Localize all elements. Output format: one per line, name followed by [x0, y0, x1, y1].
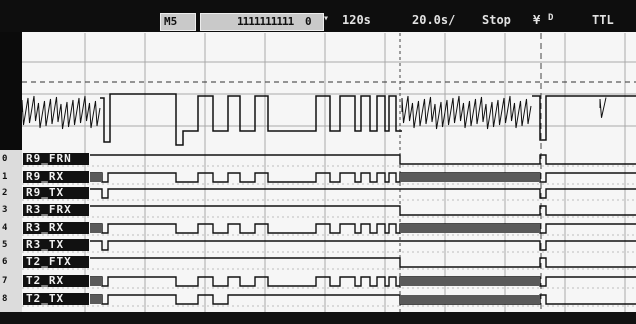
channel-number: 8 [2, 294, 8, 304]
channel-name: T2_FTX [23, 256, 89, 268]
digital-burst-left [90, 277, 102, 286]
channel-number: 2 [2, 188, 8, 198]
digital-trace [90, 154, 636, 165]
channel-name: R3_RX [23, 222, 89, 234]
trigger-marker-icon: ▾ [323, 13, 330, 24]
digital-burst-middle [400, 295, 540, 304]
trigger-source[interactable]: D [548, 13, 554, 23]
channel-name: T2_TX [23, 293, 89, 305]
marker-tag: M5 [164, 15, 178, 28]
channel-number: 7 [2, 276, 8, 286]
analog-burst-middle [401, 95, 532, 130]
waveform-screen[interactable] [22, 32, 636, 312]
digital-burst-left [90, 295, 102, 304]
digital-trace [90, 276, 636, 287]
digital-burst-middle [400, 173, 540, 182]
logic-level[interactable]: TTL [592, 13, 614, 27]
memory-ticks: 1111111111 [237, 15, 294, 28]
digital-trace [90, 257, 636, 268]
trigger-slope-icon[interactable]: ¥ [533, 13, 541, 27]
channel-number: 1 [2, 172, 8, 182]
time-per-div[interactable]: 20.0s/ [412, 13, 456, 27]
channel-name: R9_TX [23, 187, 89, 199]
digital-burst-left [90, 224, 102, 233]
bottom-bar [0, 312, 636, 324]
channel-number: 3 [2, 205, 8, 215]
analog-burst-left [21, 95, 101, 130]
digital-trace [90, 240, 636, 251]
digital-trace [90, 223, 636, 234]
memory-suffix: 0 [305, 15, 312, 28]
marker-tag-box[interactable]: M5 [160, 13, 196, 31]
digital-trace [90, 205, 636, 216]
analog-spike-right [599, 97, 607, 118]
digital-burst-left [90, 173, 102, 182]
channel-name: R9_FRN [23, 153, 89, 165]
time-offset[interactable]: 120s [342, 13, 371, 27]
digital-burst-middle [400, 277, 540, 286]
channel-name: R3_FRX [23, 204, 89, 216]
digital-trace [90, 294, 636, 305]
channel-number: 5 [2, 240, 8, 250]
channel-name: R3_TX [23, 239, 89, 251]
memory-bar[interactable]: 1111111111 0 [200, 13, 324, 31]
status-bar: M5 1111111111 0 ▾ 120s 20.0s/ Stop ¥ D T… [0, 0, 636, 32]
run-state[interactable]: Stop [482, 13, 511, 27]
channel-name: R9_RX [23, 171, 89, 183]
analog-trace-right [532, 95, 636, 141]
digital-trace [90, 188, 636, 199]
channel-number: 4 [2, 223, 8, 233]
channel-name: T2_RX [23, 275, 89, 287]
analog-trace [100, 93, 402, 146]
channel-number: 6 [2, 257, 8, 267]
channel-label-column [0, 150, 22, 312]
digital-trace [90, 172, 636, 183]
digital-burst-middle [400, 224, 540, 233]
channel-number: 0 [2, 154, 8, 164]
